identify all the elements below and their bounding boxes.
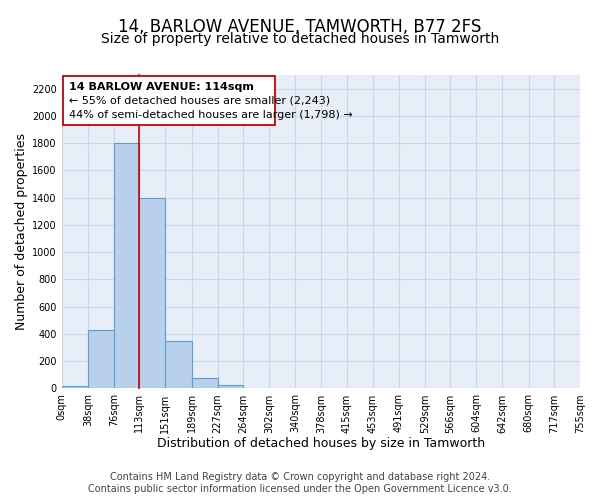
Bar bbox=[139, 198, 166, 388]
Bar bbox=[62, 386, 88, 388]
X-axis label: Distribution of detached houses by size in Tamworth: Distribution of detached houses by size … bbox=[157, 437, 485, 450]
Text: 44% of semi-detached houses are larger (1,798) →: 44% of semi-detached houses are larger (… bbox=[68, 110, 352, 120]
Bar bbox=[114, 143, 139, 388]
Text: Contains public sector information licensed under the Open Government Licence v3: Contains public sector information licen… bbox=[88, 484, 512, 494]
Text: 14, BARLOW AVENUE, TAMWORTH, B77 2FS: 14, BARLOW AVENUE, TAMWORTH, B77 2FS bbox=[118, 18, 482, 36]
Bar bbox=[166, 341, 191, 388]
Text: Contains HM Land Registry data © Crown copyright and database right 2024.: Contains HM Land Registry data © Crown c… bbox=[110, 472, 490, 482]
FancyBboxPatch shape bbox=[63, 76, 275, 126]
Text: Size of property relative to detached houses in Tamworth: Size of property relative to detached ho… bbox=[101, 32, 499, 46]
Text: ← 55% of detached houses are smaller (2,243): ← 55% of detached houses are smaller (2,… bbox=[68, 96, 330, 106]
Bar bbox=[191, 378, 218, 388]
Bar bbox=[218, 385, 243, 388]
Text: 14 BARLOW AVENUE: 114sqm: 14 BARLOW AVENUE: 114sqm bbox=[68, 82, 254, 92]
Bar bbox=[88, 330, 114, 388]
Y-axis label: Number of detached properties: Number of detached properties bbox=[15, 133, 28, 330]
